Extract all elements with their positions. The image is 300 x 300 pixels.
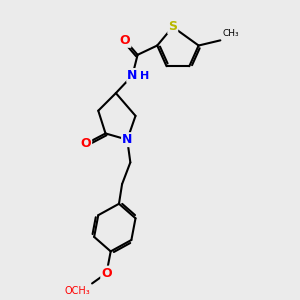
Text: O: O xyxy=(120,34,130,47)
Text: CH₃: CH₃ xyxy=(223,29,239,38)
Text: N: N xyxy=(122,133,132,146)
Text: O: O xyxy=(101,267,112,280)
Text: S: S xyxy=(168,20,177,33)
Text: H: H xyxy=(140,70,149,80)
Text: N: N xyxy=(127,69,138,82)
Text: O: O xyxy=(80,137,91,150)
Text: OCH₃: OCH₃ xyxy=(64,286,90,296)
